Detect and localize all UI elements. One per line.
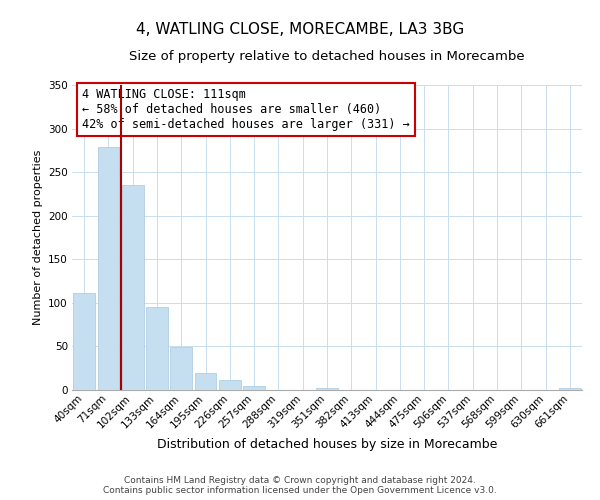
Bar <box>73 294 95 390</box>
Bar <box>219 380 241 390</box>
Bar <box>146 307 168 390</box>
Bar <box>97 147 119 390</box>
Text: 4 WATLING CLOSE: 111sqm
← 58% of detached houses are smaller (460)
42% of semi-d: 4 WATLING CLOSE: 111sqm ← 58% of detache… <box>82 88 410 131</box>
Title: Size of property relative to detached houses in Morecambe: Size of property relative to detached ho… <box>129 50 525 63</box>
Bar <box>559 388 581 390</box>
Text: Contains HM Land Registry data © Crown copyright and database right 2024.
Contai: Contains HM Land Registry data © Crown c… <box>103 476 497 495</box>
Bar <box>243 386 265 390</box>
Bar <box>122 185 143 390</box>
Bar <box>194 374 217 390</box>
X-axis label: Distribution of detached houses by size in Morecambe: Distribution of detached houses by size … <box>157 438 497 451</box>
Bar <box>316 388 338 390</box>
Y-axis label: Number of detached properties: Number of detached properties <box>32 150 43 325</box>
Bar <box>170 348 192 390</box>
Text: 4, WATLING CLOSE, MORECAMBE, LA3 3BG: 4, WATLING CLOSE, MORECAMBE, LA3 3BG <box>136 22 464 38</box>
